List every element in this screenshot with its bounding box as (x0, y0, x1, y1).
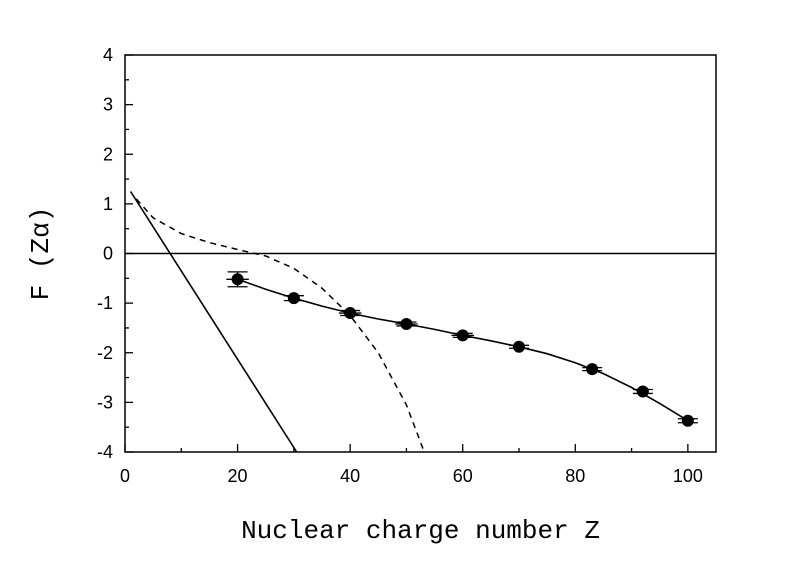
series-3-dashed-curve (135, 198, 425, 450)
x-tick-label: 100 (673, 466, 703, 486)
series-2-line (129, 191, 298, 453)
y-tick-label: 3 (103, 95, 113, 115)
y-tick-label: -3 (97, 392, 113, 412)
data-point (344, 307, 357, 320)
y-tick-label: 2 (103, 144, 113, 164)
x-tick-label: 60 (453, 466, 473, 486)
y-axis-title: F (Zα) (26, 207, 56, 301)
tick-labels: 0 20 40 60 80 100 -4 -3 -2 -1 0 1 2 3 4 (97, 45, 703, 486)
y-tick-label: -1 (97, 293, 113, 313)
x-tick-label: 40 (340, 466, 360, 486)
data-point (231, 273, 244, 286)
y-tick-label: -4 (97, 442, 113, 462)
y-tick-label: 4 (103, 45, 113, 65)
x-tick-label: 80 (565, 466, 585, 486)
data-point (456, 329, 469, 342)
series-1-fit-curve (237, 278, 689, 422)
x-tick-label: 0 (120, 466, 130, 486)
y-tick-label: -2 (97, 343, 113, 363)
data-point (586, 363, 599, 376)
data-point (513, 340, 525, 353)
data-points (226, 271, 698, 427)
data-point (400, 317, 413, 330)
data-point (287, 292, 300, 305)
y-tick-label: 1 (103, 194, 113, 214)
y-tick-label: 0 (103, 244, 113, 264)
data-point (681, 414, 694, 427)
x-tick-label: 20 (228, 466, 248, 486)
data-point (636, 385, 649, 398)
x-axis-title: Nuclear charge number Z (241, 516, 600, 546)
axes (124, 54, 717, 453)
